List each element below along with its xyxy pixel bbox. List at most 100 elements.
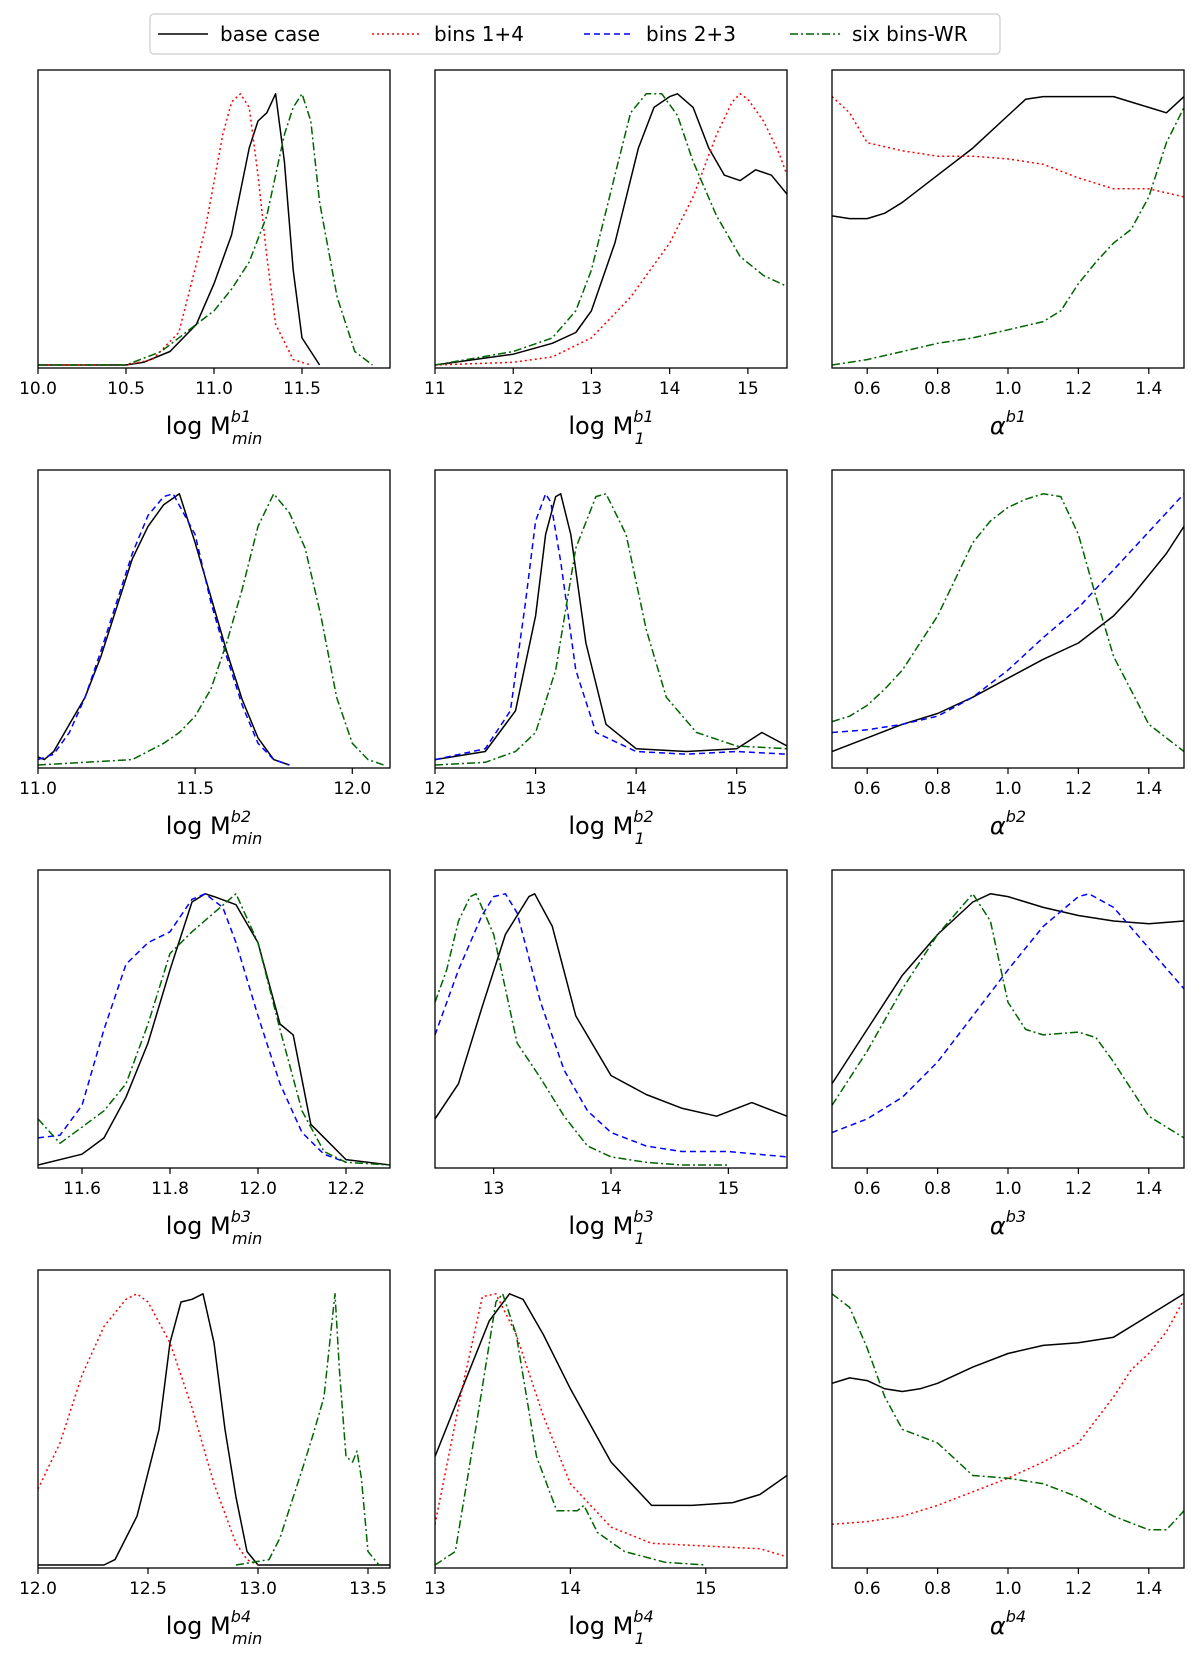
x-axis-label-subscript: 1	[635, 1629, 645, 1648]
x-axis-label-superscript: b4	[1006, 1607, 1026, 1626]
x-axis-label-superscript: b4	[633, 1607, 653, 1626]
panel-r2c2: 12 13 14 15 log Mb2 1	[424, 469, 788, 848]
series-base-case-line	[435, 93, 787, 366]
x-axis-label: αb3	[990, 1207, 1026, 1240]
series-bins-1-4-line	[435, 93, 787, 366]
x-axis-label-base: log M	[568, 812, 633, 840]
x-axis-label-subscript: min	[232, 1229, 262, 1248]
x-tick-label: 13	[424, 1579, 446, 1599]
x-axis-label: log Mb3 1	[568, 1207, 653, 1248]
x-axis-label-superscript: b1	[231, 407, 251, 426]
series-six-bins-wr-line	[832, 107, 1184, 366]
x-axis-label-subscript: 1	[635, 429, 645, 448]
x-tick-label: 1.4	[1135, 1579, 1162, 1599]
series-base-case-line	[38, 93, 321, 366]
series-bins-1-4-line	[832, 1298, 1184, 1526]
x-axis-label-base: α	[990, 1212, 1006, 1240]
x-axis-label-superscript: b2	[633, 807, 653, 826]
panel-r2c3: 0.6 0.8 1.0 1.2 1.4 αb2	[831, 469, 1185, 840]
series-base-case-line	[435, 1293, 787, 1507]
axes-frame	[37, 869, 391, 1169]
series-six-bins-wr-line	[38, 93, 373, 366]
series-bins-1-4-line	[832, 96, 1184, 198]
x-axis-label-superscript: b1	[633, 407, 653, 426]
series-base-case-line	[435, 893, 787, 1120]
x-tick-label: 0.6	[854, 379, 881, 399]
x-tick-label: 1.2	[1065, 1579, 1092, 1599]
x-tick-label: 15	[695, 1579, 717, 1599]
legend-label-six-bins-wr: six bins-WR	[852, 22, 968, 46]
x-axis-label-subscript: min	[232, 829, 262, 848]
x-tick-label: 12.0	[19, 1579, 57, 1599]
x-axis-label-base: α	[990, 1612, 1006, 1640]
series-six-bins-wr-line	[832, 493, 1184, 753]
legend-label-bins-1-4: bins 1+4	[434, 22, 524, 46]
x-axis-label-base: α	[990, 412, 1006, 440]
x-tick-label: 13	[525, 779, 547, 799]
x-axis-label: log Mb1 1	[568, 407, 653, 448]
x-axis-label: αb4	[990, 1607, 1026, 1640]
x-tick-label: 1.0	[994, 1579, 1021, 1599]
x-axis-label-subscript: min	[232, 429, 262, 448]
series-bins-2-3-line	[435, 893, 787, 1158]
axes-frame	[434, 869, 788, 1169]
x-tick-label: 0.8	[924, 779, 951, 799]
x-axis-label-superscript: b3	[633, 1207, 653, 1226]
x-tick-label: 13.0	[239, 1579, 277, 1599]
x-axis-label-base: log M	[568, 1612, 633, 1640]
x-tick-label: 0.6	[854, 1579, 881, 1599]
panel-r2c1: 11.0 11.5 12.0 log Mb2 min	[19, 469, 391, 848]
x-axis-label-superscript: b4	[231, 1607, 251, 1626]
x-axis-label-superscript: b3	[1006, 1207, 1026, 1226]
x-tick-label: 15	[737, 379, 759, 399]
x-tick-label: 14	[625, 779, 647, 799]
x-tick-label: 14	[600, 1179, 622, 1199]
axes-frame	[434, 69, 788, 369]
x-tick-label: 1.4	[1135, 379, 1162, 399]
x-tick-label: 1.4	[1135, 779, 1162, 799]
x-tick-label: 1.4	[1135, 1179, 1162, 1199]
x-tick-label: 13.5	[349, 1579, 387, 1599]
series-base-case-line	[832, 525, 1184, 753]
x-axis-label-base: log M	[166, 1612, 231, 1640]
series-six-bins-wr-line	[832, 1293, 1184, 1531]
x-axis-label: αb1	[990, 407, 1026, 440]
x-tick-label: 14	[659, 379, 681, 399]
panel-r1c1: 10.0 10.5 11.0 11.5 log Mb1 min	[19, 69, 391, 448]
x-tick-label: 12.0	[333, 779, 371, 799]
series-base-case-line	[832, 893, 1184, 1085]
x-axis-label-subscript: min	[232, 1629, 262, 1648]
x-tick-label: 0.8	[924, 379, 951, 399]
x-tick-label: 1.2	[1065, 779, 1092, 799]
x-tick-label: 11.0	[19, 779, 57, 799]
x-axis-label-superscript: b2	[231, 807, 251, 826]
series-base-case-line	[38, 1293, 390, 1566]
axes-frame	[37, 469, 391, 769]
x-tick-label: 1.2	[1065, 1179, 1092, 1199]
axes-frame	[434, 1269, 788, 1569]
x-axis-label-base: log M	[166, 1212, 231, 1240]
x-axis-label-base: log M	[568, 1212, 633, 1240]
x-tick-label: 15	[718, 1179, 740, 1199]
series-bins-2-3-line	[832, 893, 1184, 1134]
x-tick-label: 10.5	[107, 379, 145, 399]
axes-frame	[831, 469, 1185, 769]
series-six-bins-wr-line	[235, 1293, 380, 1566]
legend-label-base-case: base case	[220, 22, 320, 46]
x-axis-label-base: α	[990, 812, 1006, 840]
panel-r4c2: 13 14 15 log Mb4 1	[424, 1269, 788, 1648]
x-axis-label: log Mb2 1	[568, 807, 653, 848]
series-base-case-line	[832, 1293, 1184, 1393]
legend-label-bins-2-3: bins 2+3	[646, 22, 736, 46]
panel-r4c1: 12.0 12.5 13.0 13.5 log Mb4 min	[19, 1269, 391, 1648]
x-tick-label: 13	[483, 1179, 505, 1199]
series-bins-2-3-line	[832, 493, 1184, 734]
x-tick-label: 14	[560, 1579, 582, 1599]
x-tick-label: 0.6	[854, 1179, 881, 1199]
axes-frame	[37, 1269, 391, 1569]
x-axis-label-base: log M	[568, 412, 633, 440]
x-axis-label: log Mb4 1	[568, 1607, 653, 1648]
series-base-case-line	[435, 493, 787, 761]
series-six-bins-wr-line	[435, 93, 787, 366]
